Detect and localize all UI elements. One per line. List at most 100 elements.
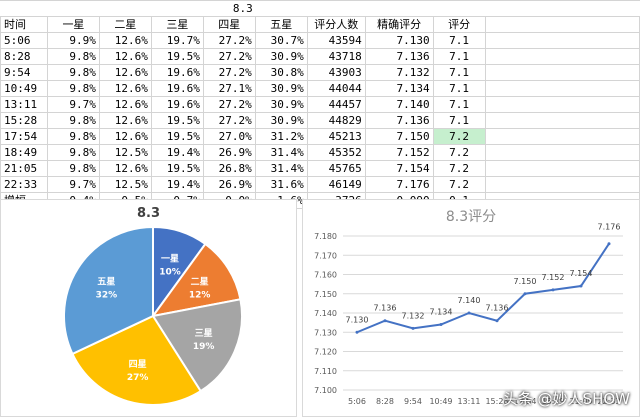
table-cell[interactable]: 19.6%: [150, 96, 204, 113]
table-cell[interactable]: 9.8%: [46, 160, 100, 177]
table-cell[interactable]: 30.9%: [254, 48, 308, 65]
table-cell[interactable]: 43594: [306, 32, 366, 49]
table-cell[interactable]: 30.9%: [254, 80, 308, 97]
header-cell[interactable]: 精确评分: [364, 16, 434, 33]
table-cell[interactable]: 7.140: [364, 96, 434, 113]
table-cell[interactable]: 19.5%: [150, 128, 204, 145]
table-cell[interactable]: 27.2%: [202, 112, 256, 129]
header-cell[interactable]: 一星: [46, 16, 100, 33]
table-cell[interactable]: 27.0%: [202, 128, 256, 145]
table-cell[interactable]: 9.9%: [46, 32, 100, 49]
table-cell[interactable]: 9.8%: [46, 48, 100, 65]
table-cell[interactable]: 31.6%: [254, 176, 308, 193]
table-cell[interactable]: 30.8%: [254, 64, 308, 81]
table-cell[interactable]: 7.150: [364, 128, 434, 145]
table-cell[interactable]: 7.2: [432, 160, 486, 177]
table-cell[interactable]: 9.8%: [46, 64, 100, 81]
table-cell[interactable]: 12.5%: [98, 144, 152, 161]
table-cell[interactable]: 7.1: [432, 96, 486, 113]
empty-cell[interactable]: [484, 64, 640, 81]
header-cell[interactable]: 四星: [202, 16, 256, 33]
table-cell[interactable]: 7.1: [432, 64, 486, 81]
table-cell[interactable]: 13:11: [0, 96, 48, 113]
empty-cell[interactable]: [484, 96, 640, 113]
table-cell[interactable]: 19.4%: [150, 144, 204, 161]
table-cell[interactable]: 10:49: [0, 80, 48, 97]
table-cell[interactable]: 7.136: [364, 112, 434, 129]
table-cell[interactable]: 9.8%: [46, 128, 100, 145]
table-cell[interactable]: 31.4%: [254, 144, 308, 161]
table-cell[interactable]: 26.9%: [202, 176, 256, 193]
empty-cell[interactable]: [484, 16, 640, 33]
table-cell[interactable]: 31.4%: [254, 160, 308, 177]
table-cell[interactable]: 27.2%: [202, 96, 256, 113]
table-cell[interactable]: 30.9%: [254, 96, 308, 113]
empty-cell[interactable]: [484, 112, 640, 129]
table-cell[interactable]: 7.1: [432, 48, 486, 65]
table-cell[interactable]: 44044: [306, 80, 366, 97]
table-cell[interactable]: 15:28: [0, 112, 48, 129]
table-cell[interactable]: 45213: [306, 128, 366, 145]
table-cell[interactable]: 9.8%: [46, 144, 100, 161]
table-cell[interactable]: 9.8%: [46, 112, 100, 129]
table-cell[interactable]: 44829: [306, 112, 366, 129]
table-cell[interactable]: 7.1: [432, 112, 486, 129]
header-cell[interactable]: 五星: [254, 16, 308, 33]
empty-cell[interactable]: [484, 48, 640, 65]
table-cell[interactable]: 30.7%: [254, 32, 308, 49]
table-cell[interactable]: 19.4%: [150, 176, 204, 193]
table-cell[interactable]: 12.6%: [98, 64, 152, 81]
table-cell[interactable]: 19.5%: [150, 48, 204, 65]
table-cell[interactable]: 12.6%: [98, 32, 152, 49]
table-cell[interactable]: 45352: [306, 144, 366, 161]
empty-cell[interactable]: [484, 160, 640, 177]
table-cell[interactable]: 17:54: [0, 128, 48, 145]
sheet-title[interactable]: 8.3: [0, 0, 486, 17]
table-cell[interactable]: 7.130: [364, 32, 434, 49]
table-cell[interactable]: 26.9%: [202, 144, 256, 161]
table-cell[interactable]: 45765: [306, 160, 366, 177]
empty-cell[interactable]: [484, 128, 640, 145]
table-cell[interactable]: 9.7%: [46, 96, 100, 113]
table-cell[interactable]: 19.7%: [150, 32, 204, 49]
header-cell[interactable]: 评分人数: [306, 16, 366, 33]
table-cell[interactable]: 19.6%: [150, 80, 204, 97]
table-cell[interactable]: 8:28: [0, 48, 48, 65]
table-cell[interactable]: 9.7%: [46, 176, 100, 193]
header-cell[interactable]: 三星: [150, 16, 204, 33]
table-cell[interactable]: 30.9%: [254, 112, 308, 129]
table-cell[interactable]: 7.1: [432, 32, 486, 49]
table-cell[interactable]: 5:06: [0, 32, 48, 49]
table-cell[interactable]: 21:05: [0, 160, 48, 177]
table-cell[interactable]: 7.2: [432, 176, 486, 193]
table-cell[interactable]: 22:33: [0, 176, 48, 193]
table-cell[interactable]: 12.6%: [98, 48, 152, 65]
table-cell[interactable]: 44457: [306, 96, 366, 113]
table-cell[interactable]: 12.6%: [98, 80, 152, 97]
empty-cell[interactable]: [484, 32, 640, 49]
table-cell[interactable]: 43718: [306, 48, 366, 65]
header-cell[interactable]: 评分: [432, 16, 486, 33]
table-cell[interactable]: 12.6%: [98, 160, 152, 177]
table-cell[interactable]: 43903: [306, 64, 366, 81]
empty-cell[interactable]: [484, 80, 640, 97]
table-cell[interactable]: 18:49: [0, 144, 48, 161]
table-cell[interactable]: 12.6%: [98, 112, 152, 129]
table-cell[interactable]: 7.152: [364, 144, 434, 161]
table-cell[interactable]: 9.8%: [46, 80, 100, 97]
line-chart-panel[interactable]: 8.3评分 7.100 7.110 7.120 7.130 7.140 7.150 7.16…: [302, 199, 640, 417]
table-cell[interactable]: 7.2: [432, 144, 486, 161]
table-cell[interactable]: 27.2%: [202, 48, 256, 65]
table-cell[interactable]: 7.132: [364, 64, 434, 81]
table-cell[interactable]: 31.2%: [254, 128, 308, 145]
table-cell[interactable]: 19.5%: [150, 112, 204, 129]
table-cell[interactable]: 12.6%: [98, 96, 152, 113]
table-cell[interactable]: 27.2%: [202, 64, 256, 81]
table-cell[interactable]: 9:54: [0, 64, 48, 81]
table-cell[interactable]: 7.176: [364, 176, 434, 193]
table-cell[interactable]: 7.154: [364, 160, 434, 177]
table-cell[interactable]: 27.1%: [202, 80, 256, 97]
header-cell[interactable]: 时间: [0, 16, 48, 33]
table-cell[interactable]: 19.6%: [150, 64, 204, 81]
empty-cell[interactable]: [484, 176, 640, 193]
